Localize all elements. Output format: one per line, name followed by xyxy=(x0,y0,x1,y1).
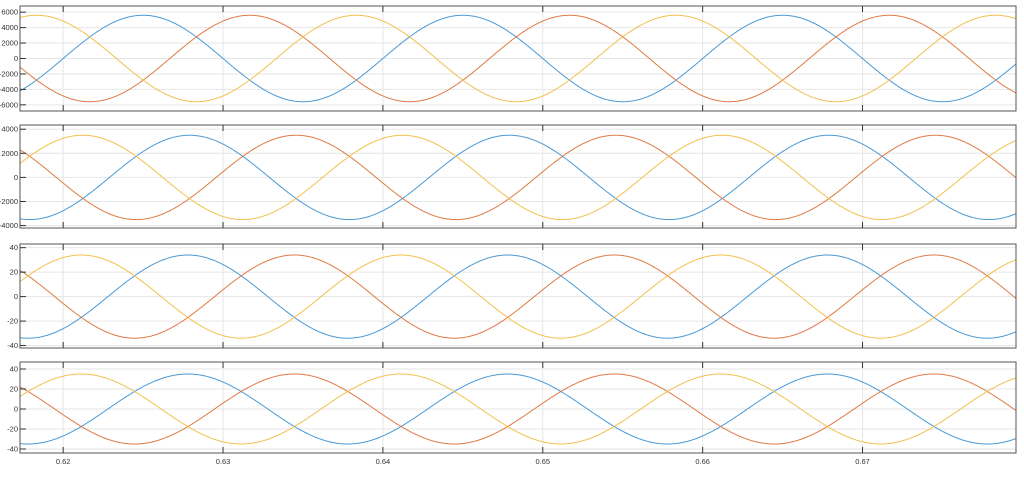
y-tick-label: 4000 xyxy=(1,23,18,32)
y-tick-label: -2000 xyxy=(0,69,18,78)
axes-box xyxy=(19,243,1017,349)
series-line-2 xyxy=(19,134,1017,221)
subplot-3: -40 -20 0 20 40 xyxy=(7,243,1017,350)
y-tick-label: 40 xyxy=(10,243,18,252)
series-line-2 xyxy=(19,373,1017,445)
series-line-1 xyxy=(19,373,1017,445)
series-line-3 xyxy=(19,14,1017,103)
y-tick-label: 2000 xyxy=(1,39,18,48)
plot-area xyxy=(20,362,1016,453)
axes-box xyxy=(19,124,1017,229)
y-tick-label: 20 xyxy=(10,268,18,277)
x-tick-label: 0.62 xyxy=(56,457,71,466)
x-tick-label: 0.63 xyxy=(216,457,231,466)
subplot-4: -40 -20 0 20 40 0.62 0.63 0.64 0.65 0.66 0.67 xyxy=(7,361,1017,466)
series-line-3 xyxy=(19,373,1017,445)
y-tick-label: 0 xyxy=(14,173,18,182)
series-line-1 xyxy=(19,134,1017,221)
y-tick-label: 0 xyxy=(14,54,18,63)
y-tick-label: -6000 xyxy=(0,100,18,109)
series-line-3 xyxy=(19,134,1017,221)
axes-box xyxy=(19,361,1017,454)
series-line-3 xyxy=(19,254,1017,339)
x-tick-label: 0.67 xyxy=(855,457,870,466)
subplot-1: -6000 -4000 -2000 0 2000 4000 6000 xyxy=(0,5,1017,112)
series-line-2 xyxy=(19,14,1017,103)
y-tick-label: 4000 xyxy=(1,125,18,134)
y-tick-label: 40 xyxy=(10,365,18,374)
subplot-2: -4000 -2000 0 2000 4000 xyxy=(0,124,1017,230)
x-tick-label: 0.64 xyxy=(376,457,391,466)
y-tick-label: -20 xyxy=(7,425,18,434)
y-tick-label: 0 xyxy=(14,292,18,301)
y-tick-label: -4000 xyxy=(0,85,18,94)
series-line-1 xyxy=(19,14,1017,103)
series-line-2 xyxy=(19,254,1017,339)
y-tick-label: -20 xyxy=(7,317,18,326)
y-tick-label: -2000 xyxy=(0,197,18,206)
y-tick-label: -40 xyxy=(7,445,18,454)
y-tick-label: 2000 xyxy=(1,149,18,158)
y-tick-label: -4000 xyxy=(0,221,18,230)
x-tick-label: 0.66 xyxy=(695,457,710,466)
plot-area xyxy=(20,125,1016,228)
x-tick-label: 0.65 xyxy=(535,457,550,466)
plot-area xyxy=(20,244,1016,348)
y-tick-label: -40 xyxy=(7,341,18,350)
y-tick-label: 0 xyxy=(14,405,18,414)
y-tick-label: 6000 xyxy=(1,8,18,17)
series-line-1 xyxy=(19,254,1017,339)
y-tick-label: 20 xyxy=(10,385,18,394)
